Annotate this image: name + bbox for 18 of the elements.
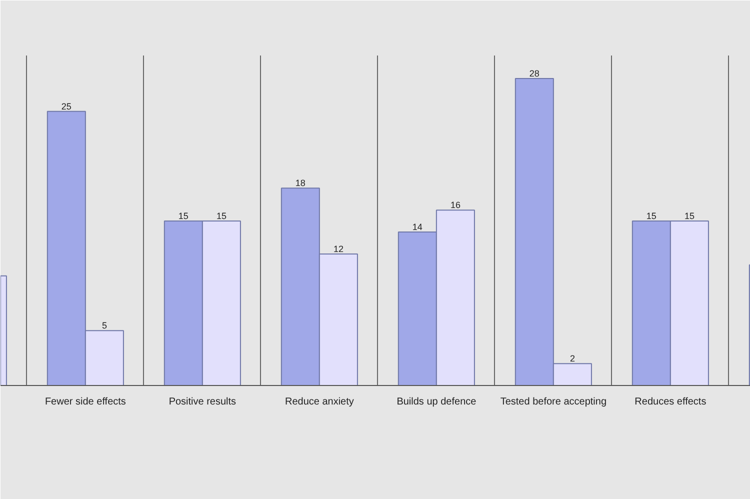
data-label: 15 [684,211,694,222]
data-label: 15 [646,211,656,222]
data-label: 14 [412,222,422,232]
x-tick-label: Positive results [168,396,236,408]
x-tick-label: Reduces effects [634,396,706,408]
data-label: 15 [216,211,226,222]
data-label: 16 [450,200,460,210]
x-tick-label: Reduce anxiety [284,396,354,408]
x-tick-label: Fewer side effects [44,396,126,408]
data-label: 2 [570,354,575,364]
data-label: 15 [178,211,188,222]
data-label: 18 [295,178,306,188]
x-tick-label: Builds up defence [396,396,477,408]
data-label: 12 [333,244,344,254]
data-label: 25 [61,101,72,112]
data-label: 28 [529,68,540,79]
x-tick-label: Tested before accepting [500,396,607,408]
data-label: 5 [102,320,107,331]
